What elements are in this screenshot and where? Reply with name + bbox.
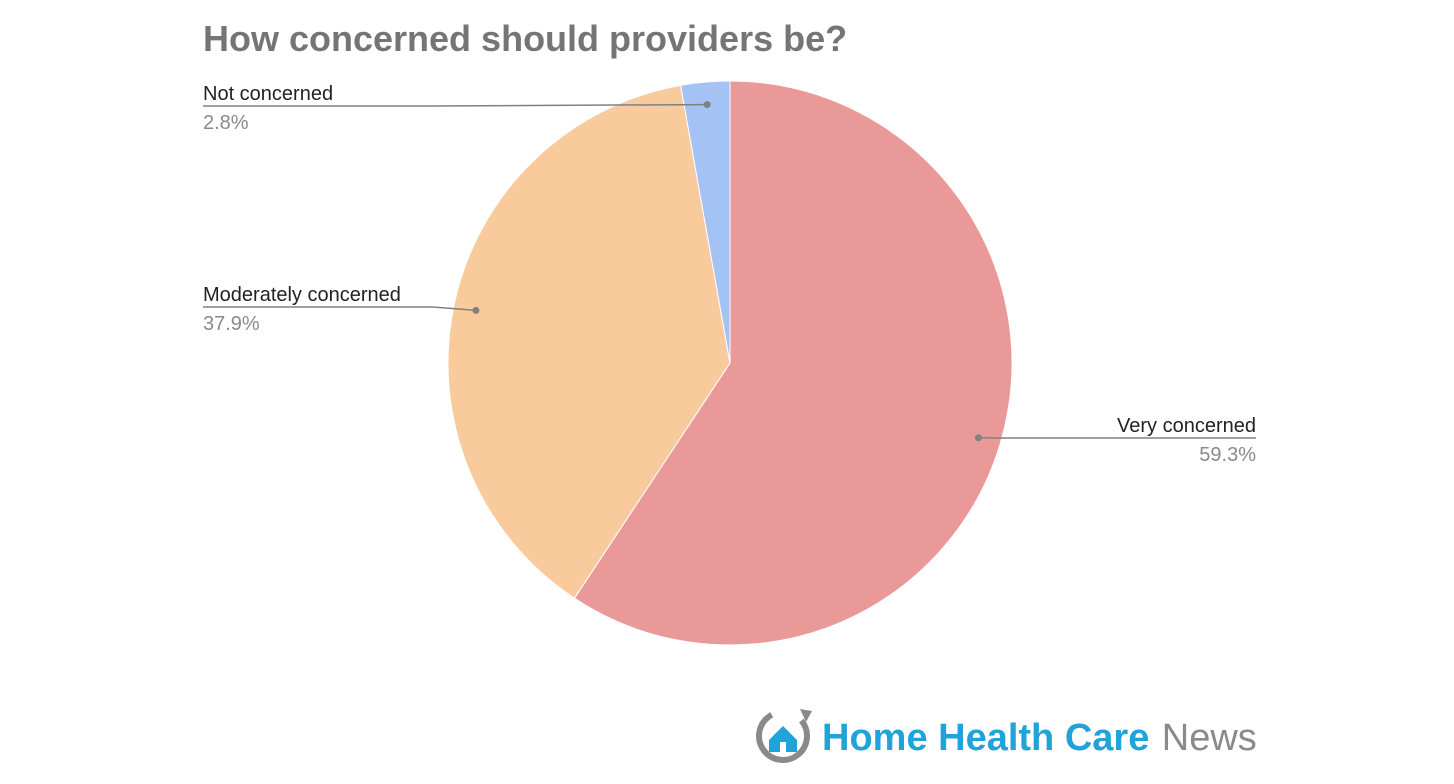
slice-value: 37.9% [203,313,260,335]
callout-moderately-concerned: Moderately concerned 37.9% [203,284,480,335]
logo-brand-primary: Home Health Care [822,717,1149,759]
callout-very-concerned: Very concerned 59.3% [974,415,1256,466]
slice-label: Very concerned [1117,415,1256,437]
slice-label: Moderately concerned [203,284,401,306]
logo-text: Home Health Care News [822,717,1257,759]
logo: Home Health Care News [756,709,1257,763]
chart-title: How concerned should providers be? [203,18,847,59]
house-with-arrow-icon [756,709,812,763]
logo-brand-secondary: News [1162,717,1257,759]
leader-line [203,306,477,312]
callout-not-concerned: Not concerned 2.8% [203,83,711,134]
slice-value: 59.3% [1199,444,1256,466]
pie-slice-moderately-concerned [447,84,731,599]
slice-label: Not concerned [203,83,333,105]
pie-slice-not-concerned [680,80,731,364]
slice-value: 2.8% [203,112,249,134]
pie-slices [447,80,1013,646]
leader-line [203,103,708,107]
slice-callouts: Very concerned 59.3% Moderately concerned 3… [203,83,1256,466]
pie-slice-very-concerned [573,80,1013,646]
